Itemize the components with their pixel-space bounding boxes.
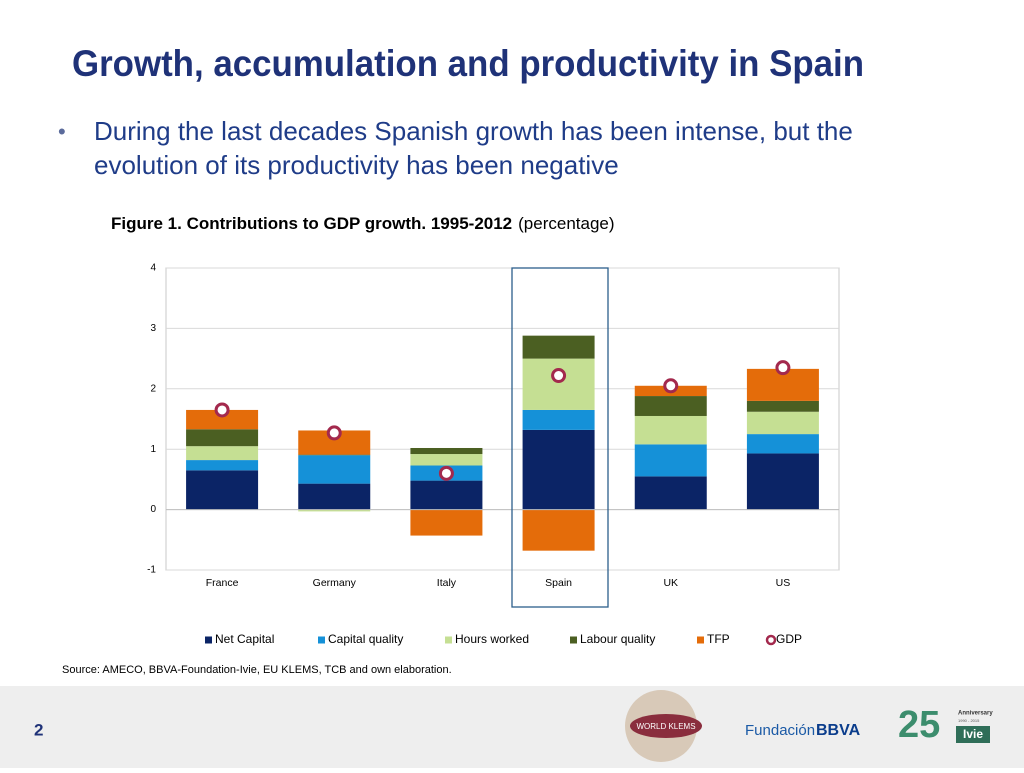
spain-highlight bbox=[511, 267, 609, 608]
gdp-marker bbox=[663, 378, 679, 394]
legend-symbol bbox=[765, 634, 777, 646]
bar-segment bbox=[634, 415, 707, 445]
legend-label: TFP bbox=[707, 632, 730, 646]
bar-segment bbox=[746, 453, 819, 510]
gdp-marker bbox=[775, 360, 791, 376]
bar-segment bbox=[746, 411, 819, 435]
world-klems-text: WORLD KLEMS bbox=[636, 722, 695, 731]
bar-segment bbox=[186, 409, 259, 430]
bar-segment bbox=[634, 444, 707, 477]
bar-segment bbox=[186, 429, 259, 447]
ivie-box bbox=[956, 726, 990, 743]
x-tick-label: Italy bbox=[437, 577, 457, 589]
legend-symbol bbox=[318, 636, 325, 644]
x-tick-label: US bbox=[776, 577, 791, 589]
page-number: 2 bbox=[34, 720, 43, 739]
y-tick-label: 0 bbox=[150, 504, 156, 515]
bar-segment bbox=[522, 358, 595, 410]
bar-segment bbox=[186, 470, 259, 510]
chart: -1 0 1 2 3 4 France Germany Italy Spain UK US Net Ca… bbox=[147, 263, 840, 646]
footer-band bbox=[0, 686, 1024, 768]
figure-caption: Figure 1. Contributions to GDP growth. 1… bbox=[111, 214, 615, 233]
figure-title: Figure 1. Contributions to GDP growth. 1… bbox=[111, 214, 512, 233]
bullet-text: During the last decades Spanish growth h… bbox=[94, 116, 853, 180]
bar-segment bbox=[410, 447, 483, 455]
ivie-text: Ivie bbox=[963, 727, 983, 741]
anniversary-text: Anniversary bbox=[958, 711, 993, 717]
years-text: 1990 - 2015 bbox=[958, 718, 980, 723]
y-tick-label: -1 bbox=[147, 565, 156, 576]
bar-segment bbox=[410, 480, 483, 510]
bar-segment bbox=[746, 400, 819, 412]
y-tick-label: 4 bbox=[150, 263, 156, 274]
logo-25: 25 bbox=[898, 704, 940, 746]
legend-label: Net Capital bbox=[215, 632, 274, 646]
gdp-marker bbox=[438, 465, 454, 481]
bar-segment bbox=[634, 476, 707, 510]
legend-label: Hours worked bbox=[455, 632, 529, 646]
bar-segment bbox=[410, 509, 483, 536]
world-klems-band bbox=[630, 714, 702, 738]
bar-segment bbox=[186, 460, 259, 471]
slide-title: Growth, accumulation and productivity in… bbox=[72, 43, 864, 84]
bar-segment bbox=[522, 409, 595, 430]
bar-segment bbox=[298, 454, 371, 456]
gdp-marker bbox=[326, 425, 342, 441]
legend-label: Labour quality bbox=[580, 632, 655, 646]
bar-segment bbox=[298, 455, 371, 484]
plot-frame bbox=[165, 267, 840, 571]
bar-segment bbox=[298, 483, 371, 510]
x-tick-label: Germany bbox=[313, 577, 357, 589]
bar-segment bbox=[522, 335, 595, 359]
x-tick-label: France bbox=[206, 577, 239, 589]
legend-label: Capital quality bbox=[328, 632, 403, 646]
bar-segment bbox=[410, 454, 483, 466]
y-tick-label: 3 bbox=[150, 323, 156, 334]
bar-segment bbox=[186, 446, 259, 461]
gdp-marker bbox=[551, 368, 567, 384]
bar-segment bbox=[522, 509, 595, 551]
x-tick-label: UK bbox=[663, 577, 678, 589]
bar-segment bbox=[634, 396, 707, 416]
bar-segment bbox=[298, 509, 371, 512]
gdp-marker bbox=[214, 402, 230, 418]
x-tick-label: Spain bbox=[545, 577, 572, 589]
bullet-dot: • bbox=[58, 119, 66, 144]
bar-segment bbox=[746, 434, 819, 454]
legend-symbol bbox=[445, 636, 452, 644]
y-tick-label: 1 bbox=[150, 444, 156, 455]
source-note: Source: AMECO, BBVA-Foundation-Ivie, EU … bbox=[62, 664, 452, 676]
figure-unit: (percentage) bbox=[518, 214, 614, 233]
bullet-box: During the last decades Spanish growth h… bbox=[94, 116, 853, 180]
legend-symbol bbox=[205, 636, 212, 644]
bbva-text: BBVA bbox=[816, 722, 861, 739]
fundacion-text: Fundación bbox=[745, 722, 815, 739]
legend-symbol bbox=[697, 636, 704, 644]
y-tick-label: 2 bbox=[150, 383, 156, 394]
bar-segment bbox=[522, 429, 595, 510]
legend-symbol bbox=[570, 636, 577, 644]
legend-label: GDP bbox=[776, 632, 802, 646]
